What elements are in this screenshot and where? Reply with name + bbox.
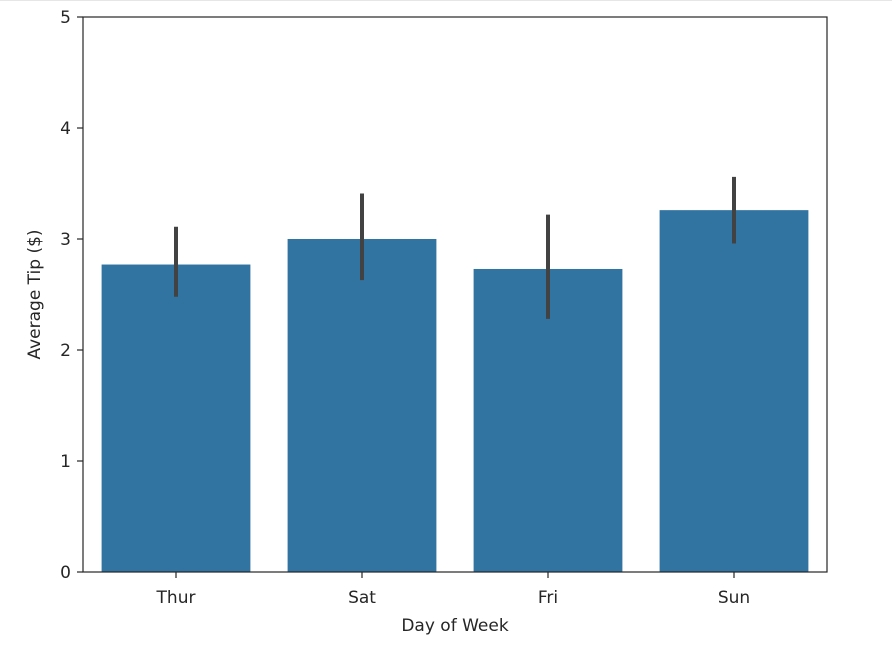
y-axis-ticks: 0 1 2 3 4 5	[60, 8, 83, 583]
bar-sat	[287, 239, 437, 572]
y-tick-label: 0	[60, 563, 71, 583]
plot-frame	[82, 16, 828, 573]
bars-group	[101, 210, 809, 572]
y-axis-label: Average Tip ($)	[25, 229, 45, 359]
error-bars-group	[174, 176, 736, 319]
x-axis-ticks: Thur Sat Fri Sun	[156, 572, 750, 608]
x-tick-label: Thur	[156, 588, 196, 608]
x-tick-label: Fri	[538, 588, 558, 608]
bar-fri	[473, 268, 623, 572]
y-tick-label: 4	[60, 119, 71, 139]
y-tick-label: 3	[60, 230, 71, 250]
bar-sun	[659, 210, 809, 572]
top-divider	[0, 0, 892, 1]
x-axis-label: Day of Week	[401, 616, 508, 636]
bar-thur	[101, 264, 251, 572]
y-tick-label: 5	[60, 8, 71, 28]
y-tick-label: 1	[60, 452, 71, 472]
x-tick-label: Sat	[348, 588, 376, 608]
x-tick-label: Sun	[718, 588, 750, 608]
y-tick-label: 2	[60, 341, 71, 361]
